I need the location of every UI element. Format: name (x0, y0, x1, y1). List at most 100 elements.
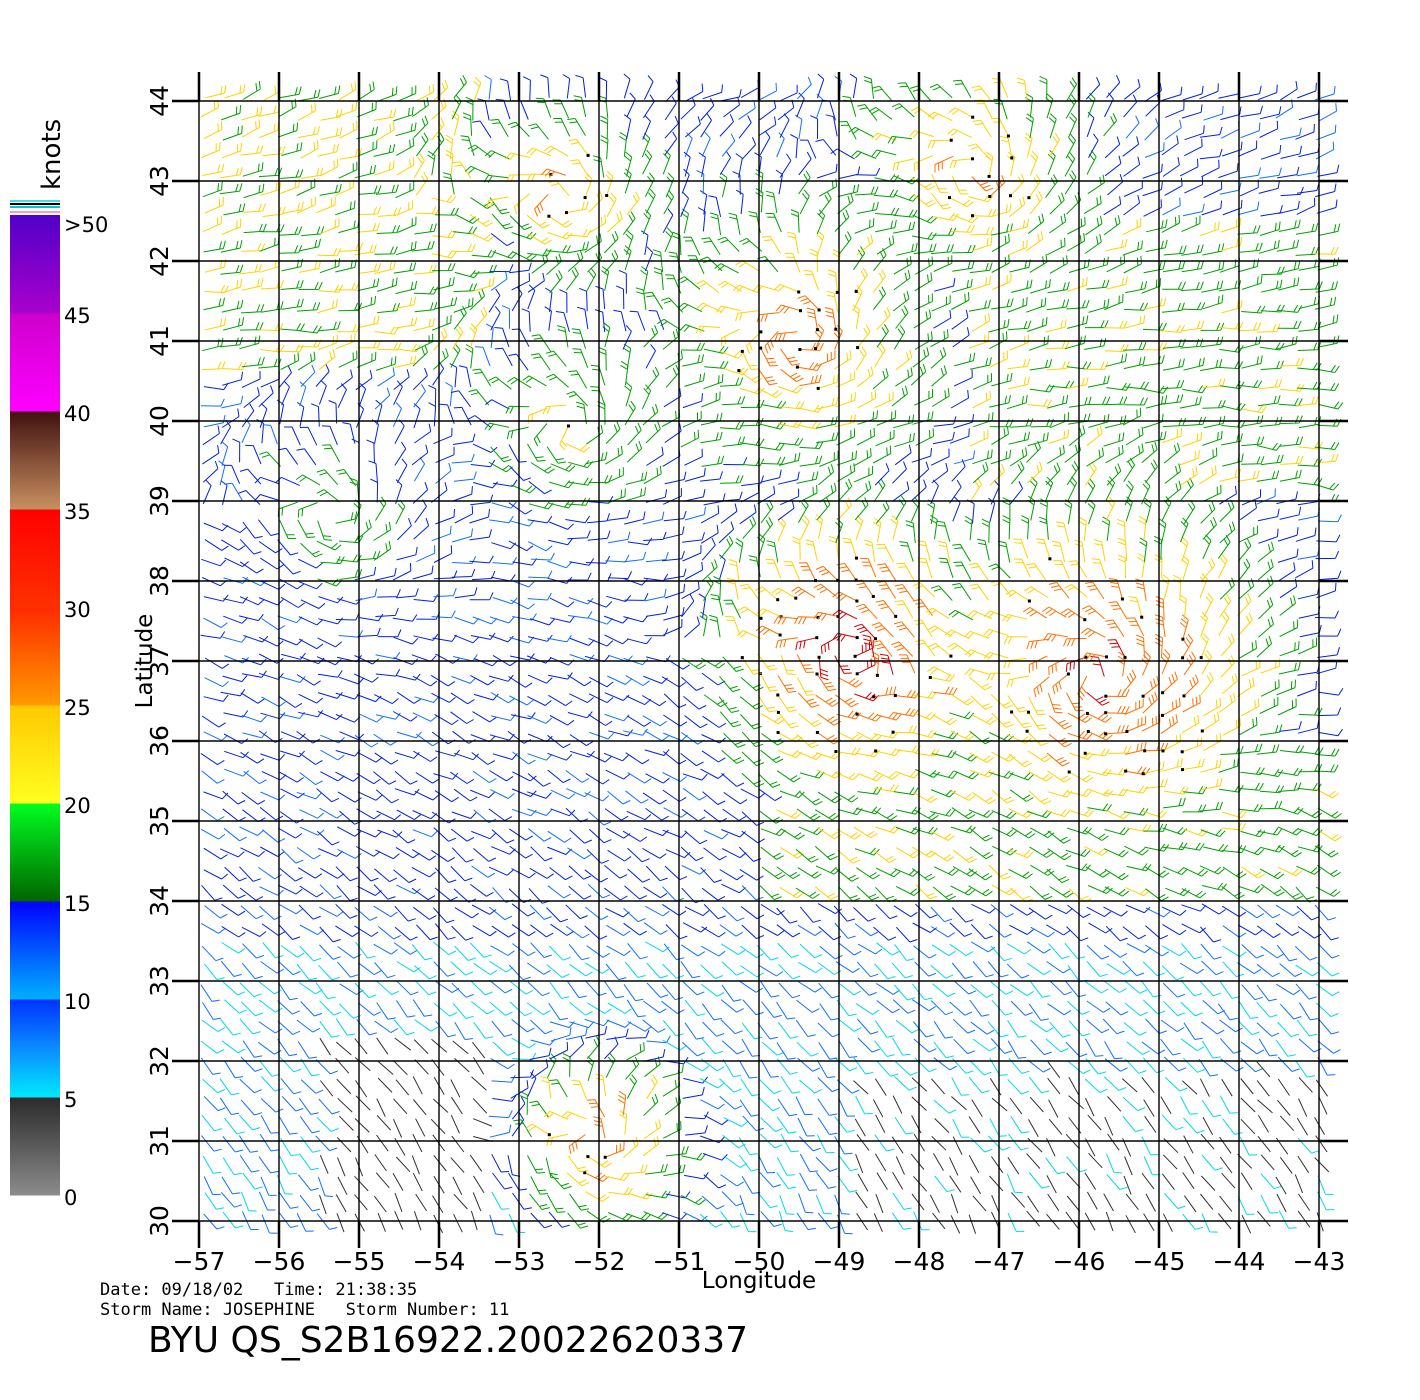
wind-barb (354, 165, 376, 179)
wind-barb (531, 334, 552, 352)
wind-barb (1163, 797, 1186, 809)
wind-barb (566, 788, 591, 798)
wind-barb (567, 711, 593, 719)
wind-barb (1064, 442, 1081, 463)
wind-barb (509, 1001, 533, 1017)
wind-barb (604, 1172, 630, 1181)
wind-barb (1047, 830, 1071, 844)
wind-barb (276, 1175, 293, 1195)
wind-barb (1143, 385, 1169, 394)
wind-barb (452, 654, 478, 662)
wind-barb (644, 588, 667, 602)
wind-barb (260, 580, 286, 590)
wind-barb (431, 610, 456, 619)
rain-flag-marker (853, 654, 857, 658)
wind-barb (855, 267, 868, 292)
wind-barb (1297, 493, 1321, 506)
wind-barb (1278, 219, 1301, 232)
wind-barb (684, 1172, 709, 1180)
wind-barb (1260, 204, 1283, 217)
wind-barb (413, 286, 439, 295)
wind-barb (202, 1078, 226, 1094)
wind-barb (606, 1019, 632, 1028)
wind-barb (696, 280, 720, 294)
wind-barb (1024, 132, 1033, 158)
wind-barb (953, 369, 973, 387)
wind-barb (605, 445, 623, 465)
wind-barb (469, 942, 492, 958)
wind-barb (969, 730, 993, 745)
wind-barb (1008, 849, 1034, 859)
wind-barb (601, 266, 610, 292)
wind-barb (1240, 1041, 1265, 1055)
wind-barb (912, 214, 937, 224)
wind-barb (856, 806, 882, 815)
wind-barb (395, 317, 418, 329)
wind-barb (790, 209, 800, 233)
wind-barb (1279, 619, 1299, 637)
wind-barb (677, 276, 701, 290)
wind-barb (928, 642, 952, 657)
wind-barb (873, 1213, 883, 1233)
wind-barb (838, 677, 863, 688)
wind-barb (488, 906, 513, 921)
wind-barb (1179, 396, 1202, 409)
wind-barb (832, 591, 858, 602)
wind-barb (1046, 868, 1070, 884)
wind-barb (484, 422, 510, 431)
wind-barb (627, 942, 648, 960)
wind-barb (337, 554, 362, 563)
wind-barb (662, 751, 687, 765)
wind-barb (1299, 624, 1322, 638)
wind-barb (1047, 789, 1073, 798)
wind-barb (1160, 714, 1178, 734)
wind-barb (1104, 293, 1124, 311)
wind-barb (895, 1061, 918, 1076)
wind-barb (241, 277, 264, 291)
wind-barb (771, 587, 797, 599)
wind-barb (527, 284, 536, 310)
wind-barb (657, 318, 682, 331)
wind-barb (1256, 1022, 1280, 1037)
wind-barb (1279, 1115, 1295, 1132)
wind-barb (873, 809, 898, 821)
wind-barb (260, 961, 285, 974)
wind-barb (1085, 748, 1110, 757)
wind-barb (1007, 734, 1032, 744)
wind-barb (1105, 619, 1125, 638)
wind-barb (1183, 1156, 1195, 1174)
wind-barb (1164, 786, 1189, 795)
wind-barb (834, 771, 860, 781)
wind-barb (527, 674, 553, 684)
wind-barb (278, 982, 298, 1001)
wind-barb (584, 869, 608, 883)
wind-barb (431, 525, 452, 542)
wind-barb (1029, 885, 1053, 900)
rain-flag-marker (1181, 637, 1185, 641)
wind-barb (315, 363, 330, 387)
wind-barb (1278, 806, 1304, 815)
wind-barb (765, 212, 782, 233)
wind-barb (623, 984, 644, 1002)
wind-barb (1296, 905, 1320, 921)
wind-barb (317, 711, 343, 721)
wind-barb (412, 367, 428, 391)
wind-barb (741, 772, 765, 788)
wind-barb (1218, 611, 1230, 636)
wind-barb (1067, 277, 1088, 292)
wind-barb (1275, 922, 1300, 936)
wind-barb (626, 999, 646, 1018)
wind-barb (1239, 179, 1259, 197)
wind-barb (374, 160, 395, 176)
wind-barb (354, 566, 377, 581)
wind-barb (242, 521, 263, 539)
wind-barb (565, 267, 579, 291)
wind-barb (203, 694, 229, 702)
wind-barb (735, 537, 744, 563)
wind-barb (1026, 440, 1041, 463)
wind-barb (511, 484, 537, 494)
rain-flag-marker (776, 693, 780, 697)
wind-barb (970, 941, 996, 953)
wind-barb (1279, 885, 1303, 900)
wind-barb (643, 75, 654, 100)
